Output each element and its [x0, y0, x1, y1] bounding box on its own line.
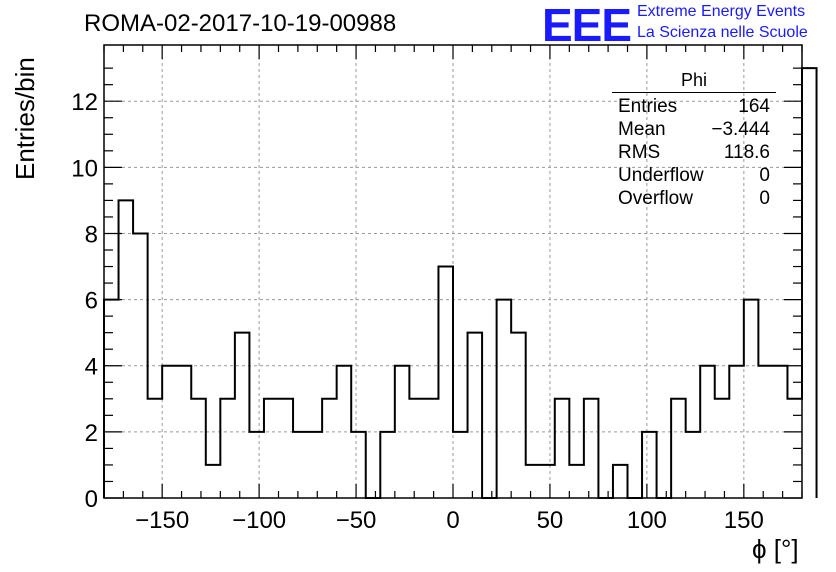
y-tick-label: 12 [71, 89, 98, 116]
histogram-bin [395, 366, 410, 498]
histogram-bin [308, 432, 323, 498]
stats-value: 0 [759, 165, 770, 186]
histogram-bin [235, 333, 250, 498]
histogram-bin [526, 465, 541, 498]
y-tick-label: 4 [85, 354, 98, 381]
histogram-bin [380, 432, 395, 498]
stats-row: Underflow 0 [612, 164, 776, 187]
histogram-bin [351, 432, 366, 498]
stats-row: Entries 164 [612, 95, 776, 118]
plot-frame [103, 44, 803, 499]
histogram-bin [119, 200, 134, 498]
x-axis-label: ϕ [°] [752, 534, 799, 564]
histogram-bin [497, 300, 512, 498]
histogram-bin [642, 432, 657, 498]
histogram-bin [148, 399, 163, 498]
histogram-bin [584, 399, 599, 498]
x-tick-label: −150 [135, 507, 189, 534]
histogram-bin [264, 399, 279, 498]
histogram-bin [671, 399, 686, 498]
stats-title: Phi [612, 70, 776, 93]
histogram-bin [613, 465, 628, 498]
stats-row: Mean −3.444 [612, 118, 776, 141]
eee-logo: EEE [542, 0, 632, 51]
x-tick-label: −50 [336, 507, 377, 534]
stats-value: −3.444 [711, 119, 770, 140]
histogram-bin [744, 300, 759, 498]
histogram-bin [555, 399, 570, 498]
histogram-bin [293, 432, 308, 498]
histogram-bin [424, 399, 439, 498]
y-tick-label: 8 [85, 221, 98, 248]
y-axis-label: Entries/bin [10, 57, 40, 180]
stats-row: RMS 118.6 [612, 141, 776, 164]
histogram-bin [569, 465, 584, 498]
x-tick-label: 0 [446, 507, 459, 534]
y-tick-label: 10 [71, 155, 98, 182]
stats-label: Overflow [618, 188, 693, 209]
x-tick-label: 150 [724, 507, 764, 534]
histogram-bin [438, 267, 453, 498]
y-tick-label: 0 [85, 486, 98, 513]
histogram-bin [802, 68, 817, 498]
plot-title: ROMA-02-2017-10-19-00988 [84, 10, 397, 37]
stats-label: Underflow [618, 165, 704, 186]
stats-label: RMS [618, 142, 661, 163]
stats-value: 164 [738, 96, 770, 117]
logo-line-1: Extreme Energy Events [637, 3, 806, 20]
x-tick-label: 100 [627, 507, 667, 534]
stats-label: Entries [618, 96, 678, 117]
histogram-bin [540, 465, 555, 498]
histogram-bin [686, 432, 701, 498]
histogram-bin [322, 399, 337, 498]
histogram-bin [206, 465, 221, 498]
histogram-bin [191, 399, 206, 498]
x-tick-label: 50 [537, 507, 564, 534]
x-tick-label: −100 [232, 507, 286, 534]
histogram-line [103, 67, 818, 499]
histogram-bin [715, 399, 730, 498]
histogram-bin [453, 432, 468, 498]
logo-line-2: La Scienza nelle Scuole [637, 24, 808, 41]
histogram-bin [249, 432, 264, 498]
histogram-bin [220, 399, 235, 498]
stats-value: 0 [759, 188, 770, 209]
histogram-bin [511, 333, 526, 498]
histogram-bin [279, 399, 294, 498]
stats-label: Mean [618, 119, 666, 140]
y-tick-label: 6 [85, 288, 98, 315]
stats-value: 118.6 [723, 142, 770, 163]
histogram-bin [468, 333, 483, 498]
stats-row: Overflow 0 [612, 187, 776, 210]
y-tick-label: 2 [85, 420, 98, 447]
stats-box: Phi Entries 164 Mean −3.444 RMS 118.6 Un… [612, 70, 776, 210]
histogram-bin [409, 399, 424, 498]
